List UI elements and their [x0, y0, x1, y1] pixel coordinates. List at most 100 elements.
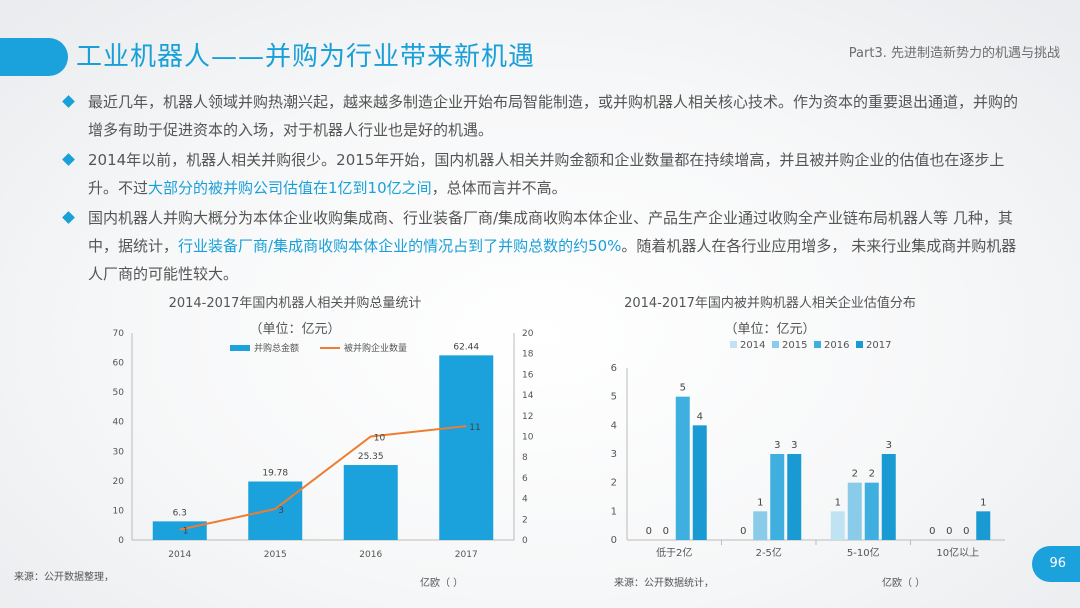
- bar: [248, 481, 303, 540]
- right-y-tick-label: 4: [522, 495, 528, 505]
- right-y-tick-label: 6: [522, 474, 528, 484]
- left-y-tick-label: 0: [118, 536, 124, 546]
- legend-label: 并购总金额: [254, 342, 299, 354]
- bar-data-label: 1: [980, 497, 986, 508]
- bar-data-label: 0: [740, 526, 746, 537]
- bar: [675, 396, 690, 540]
- right-y-tick-label: 0: [522, 536, 528, 546]
- right-y-tick-label: 10: [522, 433, 534, 443]
- legend-swatch: [814, 341, 821, 348]
- left-y-tick-label: 30: [113, 447, 125, 457]
- y-tick-label: 5: [611, 392, 617, 403]
- left-y-tick-label: 20: [113, 477, 125, 487]
- bar-data-label: 3: [886, 440, 892, 451]
- left-source: 来源：公开数据整理，: [14, 572, 114, 583]
- x-tick-label: 2-5亿: [756, 546, 782, 559]
- bar: [847, 482, 862, 540]
- right-y-tick-label: 20: [522, 329, 534, 339]
- left-chart-title: 2014-2017年国内机器人相关并购总量统计: [168, 296, 422, 311]
- right-y-tick-label: 16: [522, 370, 534, 380]
- bar: [976, 511, 991, 540]
- bar: [881, 454, 896, 540]
- bar-data-label: 1: [757, 497, 763, 508]
- left-y-tick-label: 50: [113, 388, 125, 398]
- diamond-bullet-icon: [62, 153, 75, 166]
- right-axis-note: 亿欧（ ）: [882, 578, 926, 589]
- bar: [830, 511, 845, 540]
- bullet-text: 。随着机器人在各行业应用增多， 未来行业集成商并购机器人厂商的可能性较大。: [88, 237, 1017, 283]
- y-tick-label: 4: [611, 420, 617, 431]
- slide-title: 工业机器人——并购为行业带来新机遇: [76, 42, 536, 72]
- line-data-label: 3: [278, 506, 284, 516]
- x-tick-label: 2015: [264, 550, 287, 560]
- bar-data-label: 3: [791, 440, 797, 451]
- bar-data-label: 1: [835, 497, 841, 508]
- bar: [692, 425, 707, 540]
- x-tick-label: 10亿以上: [936, 546, 979, 559]
- left-axis-note: 亿欧（ ）: [420, 578, 464, 589]
- bar: [152, 521, 207, 540]
- title-accent-bar: [0, 38, 68, 76]
- left-y-tick-label: 40: [113, 418, 125, 428]
- diamond-bullet-icon: [62, 95, 75, 108]
- page-number: 96: [1049, 556, 1066, 571]
- legend-label: 2014: [740, 340, 765, 351]
- bar: [787, 454, 802, 540]
- left-chart-unit: （单位：亿元）: [249, 322, 341, 337]
- bar-data-label: 25.35: [358, 452, 384, 462]
- y-tick-label: 3: [611, 449, 617, 460]
- bar-data-label: 2: [869, 469, 875, 480]
- bullet-list: 最近几年，机器人领域并购热潮兴起，越来越多制造企业开始布局智能制造，或并购机器人…: [62, 88, 1022, 290]
- right-chart-unit: （单位：亿元）: [724, 322, 816, 337]
- left-y-tick-label: 60: [113, 359, 125, 369]
- left-y-tick-label: 70: [113, 329, 125, 339]
- right-y-tick-label: 2: [522, 515, 528, 525]
- section-label: Part3. 先进制造新势力的机遇与挑战: [848, 46, 1060, 61]
- bar-data-label: 0: [663, 526, 669, 537]
- right-chart-title: 2014-2017年国内被并购机器人相关企业估值分布: [624, 296, 916, 311]
- bar-data-label: 0: [929, 526, 935, 537]
- bar-data-label: 0: [963, 526, 969, 537]
- page-number-tab: [1032, 546, 1080, 582]
- x-tick-label: 2016: [359, 550, 382, 560]
- bullet-highlight-text: 大部分的被并购公司估值在1亿到10亿之间: [148, 179, 432, 197]
- bar: [753, 511, 768, 540]
- legend-label: 2016: [824, 340, 849, 351]
- bar-data-label: 5: [680, 383, 686, 394]
- bar: [864, 482, 879, 540]
- bar: [343, 465, 398, 540]
- y-tick-label: 2: [611, 478, 617, 489]
- legend-swatch: [772, 341, 779, 348]
- legend-label: 2017: [866, 340, 891, 351]
- bullet-highlight-text: 行业装备厂商/集成商收购本体企业的情况占到了并购总数的约50%: [178, 237, 622, 255]
- line-data-label: 10: [374, 434, 386, 444]
- legend-swatch: [730, 341, 737, 348]
- x-tick-label: 低于2亿: [656, 546, 692, 559]
- y-tick-label: 6: [611, 363, 617, 374]
- bar: [439, 355, 494, 540]
- legend-label: 2015: [782, 340, 807, 351]
- right-y-tick-label: 18: [522, 350, 534, 360]
- bar-data-label: 3: [774, 440, 780, 451]
- x-tick-label: 2014: [168, 550, 191, 560]
- bar-data-label: 2: [852, 469, 858, 480]
- bullet-text: 最近几年，机器人领域并购热潮兴起，越来越多制造企业开始布局智能制造，或并购机器人…: [88, 93, 1019, 139]
- bullet-text: ，总体而言并不高。: [431, 179, 567, 197]
- bar-data-label: 4: [697, 411, 703, 422]
- bullet-item: 2014年以前，机器人相关并购很少。2015年开始，国内机器人相关并购金额和企业…: [62, 146, 1022, 202]
- line-data-label: 11: [469, 423, 480, 433]
- x-tick-label: 5-10亿: [847, 546, 880, 559]
- bullet-text: 2014年以前，机器人相关并购很少。2015年开始，国内机器人相关并购金额和企业…: [88, 151, 1005, 197]
- line-data-label: 1: [183, 527, 189, 537]
- diamond-bullet-icon: [62, 211, 75, 224]
- left-y-tick-label: 10: [113, 506, 125, 516]
- right-y-tick-label: 14: [522, 391, 534, 401]
- y-tick-label: 1: [611, 506, 617, 517]
- line-series: [179, 425, 467, 531]
- bar-data-label: 0: [946, 526, 952, 537]
- bar: [770, 454, 785, 540]
- bar-data-label: 19.78: [262, 469, 288, 479]
- bar-data-label: 0: [646, 526, 652, 537]
- x-tick-label: 2017: [455, 550, 478, 560]
- right-y-tick-label: 8: [522, 453, 528, 463]
